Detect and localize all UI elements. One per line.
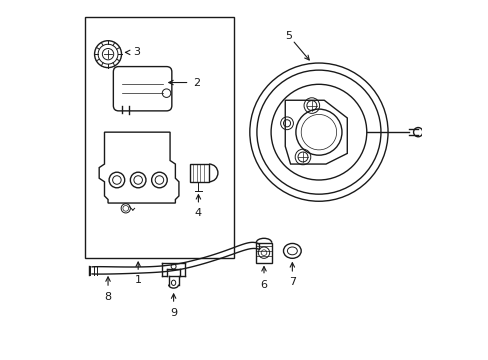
Text: 1: 1 — [134, 275, 142, 285]
Bar — [256, 243, 271, 262]
Text: 7: 7 — [288, 278, 295, 288]
Text: 8: 8 — [104, 292, 111, 302]
Bar — [189, 164, 209, 182]
Text: 4: 4 — [194, 208, 202, 219]
Bar — [85, 17, 233, 258]
Text: 5: 5 — [285, 31, 292, 41]
Text: 6: 6 — [260, 280, 267, 290]
Text: 9: 9 — [170, 307, 177, 318]
Text: 2: 2 — [193, 77, 200, 87]
Text: 3: 3 — [133, 48, 140, 57]
